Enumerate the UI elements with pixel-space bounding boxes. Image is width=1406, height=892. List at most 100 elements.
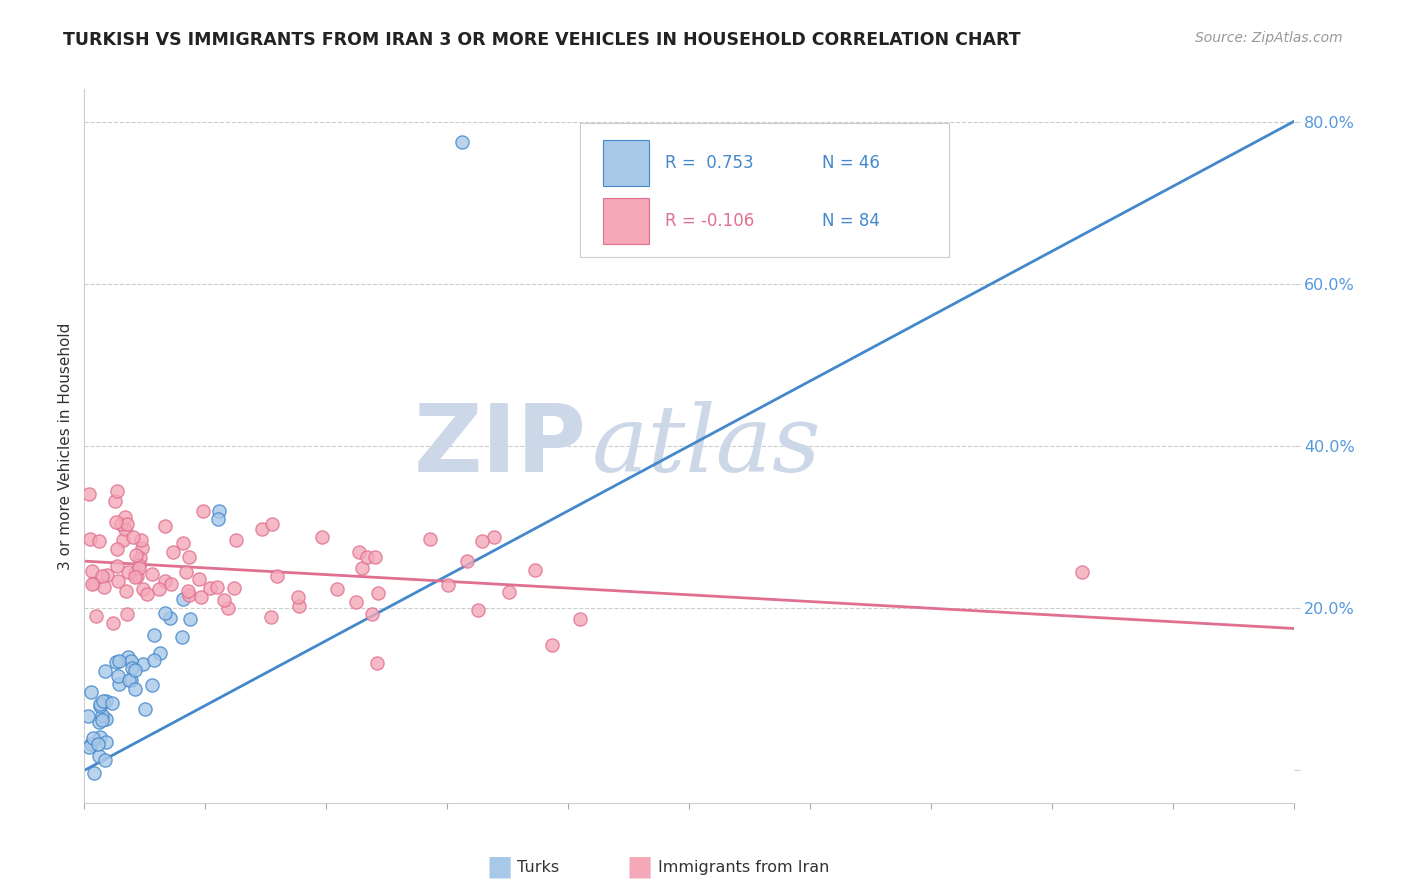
Point [93, 753, 115, 767]
Point [143, 628, 166, 642]
Point [177, 549, 200, 564]
Point [266, 568, 288, 582]
Point [120, 673, 142, 688]
Point [364, 550, 387, 565]
Point [105, 542, 128, 557]
Point [93, 580, 115, 594]
Point [177, 583, 200, 598]
Point [482, 530, 505, 544]
Point [217, 601, 239, 615]
Point [153, 606, 176, 620]
Point [91, 694, 114, 708]
Point [153, 519, 176, 533]
Text: TURKISH VS IMMIGRANTS FROM IRAN 3 OR MORE VEHICLES IN HOUSEHOLD CORRELATION CHAR: TURKISH VS IMMIGRANTS FROM IRAN 3 OR MOR… [63, 31, 1021, 49]
Point [125, 548, 148, 562]
Point [107, 654, 129, 668]
Point [569, 612, 592, 626]
Point [208, 504, 231, 518]
Point [107, 668, 129, 682]
Text: N = 84: N = 84 [823, 212, 880, 230]
Point [419, 533, 441, 547]
Point [110, 516, 132, 531]
Text: atlas: atlas [592, 401, 821, 491]
Text: Source: ZipAtlas.com: Source: ZipAtlas.com [1195, 31, 1343, 45]
Point [131, 582, 153, 597]
Text: N = 46: N = 46 [823, 153, 880, 171]
Point [523, 563, 546, 577]
Point [467, 603, 489, 617]
Point [94, 713, 117, 727]
Point [89, 730, 111, 744]
Point [367, 586, 389, 600]
Y-axis label: 3 or more Vehicles in Household: 3 or more Vehicles in Household [58, 322, 73, 570]
Point [471, 534, 494, 549]
Text: Turks: Turks [517, 860, 560, 874]
Point [141, 678, 163, 692]
Point [128, 551, 150, 566]
Text: Immigrants from Iran: Immigrants from Iran [658, 860, 830, 874]
Point [101, 615, 124, 630]
Point [91, 708, 114, 723]
Point [172, 630, 194, 644]
Point [96, 568, 118, 582]
Point [114, 509, 136, 524]
Point [115, 583, 138, 598]
Point [187, 573, 209, 587]
Point [287, 590, 309, 604]
Point [366, 656, 388, 670]
Point [125, 569, 148, 583]
Point [141, 567, 163, 582]
Point [77, 487, 100, 501]
Point [121, 661, 143, 675]
Point [80, 737, 103, 751]
Point [134, 702, 156, 716]
Point [131, 541, 153, 555]
Point [250, 522, 273, 536]
Point [174, 565, 197, 579]
Point [135, 587, 157, 601]
Point [83, 575, 105, 590]
Point [260, 610, 283, 624]
Point [288, 599, 311, 613]
Point [82, 565, 104, 579]
Text: R =  0.753: R = 0.753 [665, 153, 754, 171]
FancyBboxPatch shape [581, 123, 949, 257]
Point [124, 569, 146, 583]
Point [177, 588, 200, 602]
Point [89, 698, 111, 713]
Point [1071, 565, 1094, 579]
Point [76, 709, 98, 723]
Point [112, 533, 135, 547]
Point [96, 735, 118, 749]
Point [191, 503, 214, 517]
Point [162, 545, 184, 559]
Point [124, 681, 146, 696]
Point [149, 646, 172, 660]
Point [90, 568, 112, 582]
Point [87, 534, 110, 549]
Point [128, 561, 150, 575]
Point [198, 582, 221, 596]
Point [350, 561, 373, 575]
Point [347, 545, 370, 559]
Point [83, 766, 105, 780]
Point [456, 554, 478, 568]
Point [120, 654, 142, 668]
Point [93, 664, 115, 678]
Point [87, 737, 110, 751]
Text: ■: ■ [627, 853, 652, 881]
Point [179, 612, 201, 626]
Point [437, 578, 460, 592]
Point [96, 694, 118, 708]
Point [451, 135, 474, 149]
Point [79, 533, 101, 547]
Point [148, 582, 170, 596]
Text: R = -0.106: R = -0.106 [665, 212, 754, 230]
Point [260, 516, 283, 531]
Point [91, 713, 114, 727]
Bar [603, 198, 650, 244]
Point [117, 649, 139, 664]
Point [79, 740, 101, 755]
Point [115, 516, 138, 531]
Point [172, 591, 194, 606]
